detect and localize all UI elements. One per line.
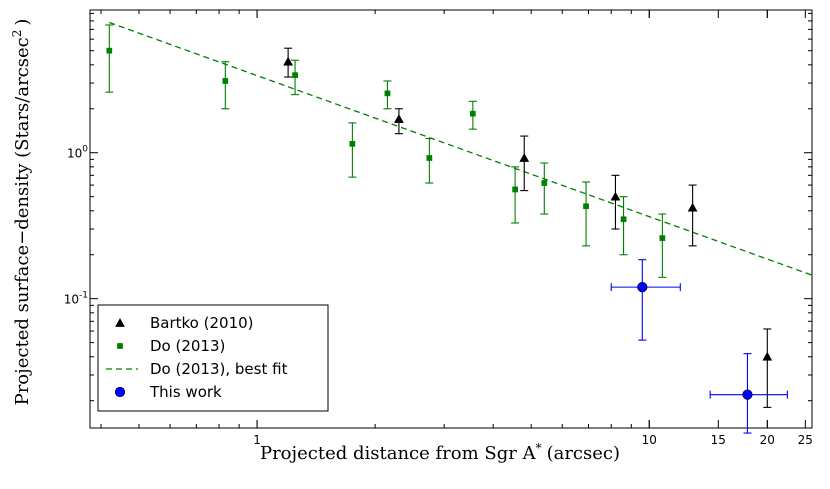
data-point [292, 72, 298, 78]
x-tick-label: 25 [798, 433, 813, 447]
x-tick-label: 1 [253, 433, 261, 447]
legend-swatch-triangle [115, 317, 125, 327]
series-layer [105, 21, 813, 434]
y-tick-label-base: 10 [64, 293, 79, 307]
y-axis-label-text: Projected surface−density (Stars/arcsec [12, 37, 33, 405]
best-fit-line [109, 21, 813, 276]
data-point [637, 282, 648, 293]
series-square [105, 24, 667, 278]
data-point [384, 90, 391, 97]
data-point [659, 235, 666, 241]
data-point [106, 47, 113, 54]
y-tick-label-base: 10 [67, 147, 82, 161]
legend-box [97, 304, 329, 412]
data-point [519, 152, 530, 162]
legend-swatch-square [117, 343, 123, 349]
y-axis-label-units: ) [12, 19, 33, 26]
data-point [349, 140, 356, 147]
legend-label: Do (2013) [150, 337, 225, 355]
plot-frame [89, 9, 813, 429]
series-circle [610, 259, 788, 434]
y-axis-label-superscript: 2 [10, 30, 24, 38]
data-point [583, 203, 589, 210]
data-point [512, 186, 518, 193]
y-tick-label: 100 [67, 145, 88, 161]
legend: Bartko (2010) Do (2013) Do (2013), best fi… [97, 304, 329, 412]
y-tick-label: 10-1 [64, 291, 88, 307]
data-point [762, 351, 773, 361]
x-tick-label: 15 [711, 433, 726, 447]
axis-ticks [90, 10, 812, 428]
series-triangle [283, 47, 773, 408]
data-point [283, 56, 294, 66]
x-axis-label: Projected distance from Sgr A* (arcsec) [260, 441, 620, 464]
y-axis-label: Projected surface−density (Stars/arcsec2… [10, 19, 33, 406]
x-tick-label: 10 [642, 433, 657, 447]
data-point [394, 114, 404, 123]
data-point [541, 180, 548, 186]
plot-area [89, 9, 813, 429]
data-point [620, 216, 627, 223]
legend-label: This work [149, 383, 222, 401]
legend-label: Do (2013), best fit [150, 360, 288, 378]
x-axis-label-text: Projected distance from Sgr A [260, 443, 537, 464]
data-point [470, 110, 476, 117]
data-point [426, 155, 433, 161]
y-tick-label-exponent: 0 [82, 145, 88, 155]
x-axis-label-units: (arcsec) [547, 443, 620, 464]
x-tick-label: 20 [760, 433, 775, 447]
data-point [742, 389, 753, 400]
legend-label: Bartko (2010) [150, 314, 254, 332]
x-axis-label-superscript: * [536, 441, 542, 455]
data-point [610, 191, 621, 201]
data-point [687, 202, 698, 212]
legend-swatch-circle [114, 386, 126, 398]
data-point [222, 78, 229, 84]
y-tick-label-exponent: -1 [79, 291, 88, 301]
